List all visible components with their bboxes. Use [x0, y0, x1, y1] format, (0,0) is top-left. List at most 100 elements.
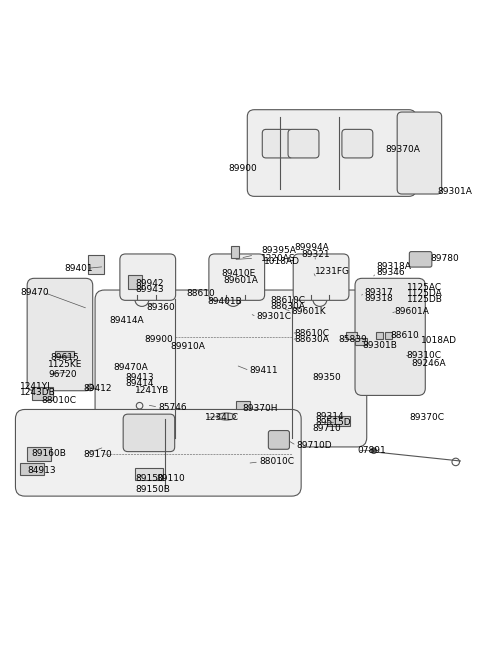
FancyBboxPatch shape — [397, 112, 442, 194]
FancyBboxPatch shape — [123, 414, 175, 452]
Text: 88610C: 88610C — [294, 329, 329, 337]
Text: 89994A: 89994A — [294, 244, 329, 252]
Text: 1243DB: 1243DB — [20, 388, 56, 397]
Bar — [20, 463, 44, 475]
Bar — [231, 246, 240, 258]
Circle shape — [371, 448, 377, 453]
Text: 89401B: 89401B — [207, 297, 242, 307]
Text: 1241YJ: 1241YJ — [20, 382, 51, 390]
FancyBboxPatch shape — [262, 130, 293, 158]
Text: 89360: 89360 — [146, 303, 175, 312]
FancyBboxPatch shape — [268, 430, 289, 449]
FancyBboxPatch shape — [15, 409, 301, 496]
Text: 89615: 89615 — [50, 352, 79, 362]
Text: 89370A: 89370A — [385, 145, 420, 154]
Text: 89470A: 89470A — [114, 363, 148, 372]
FancyBboxPatch shape — [288, 130, 319, 158]
Text: 89470: 89470 — [20, 288, 49, 297]
Text: 89395A: 89395A — [261, 246, 296, 255]
Text: 89346: 89346 — [376, 268, 405, 277]
Text: 1231FG: 1231FG — [315, 267, 350, 276]
Bar — [32, 387, 53, 400]
Bar — [55, 351, 74, 357]
Text: 07891: 07891 — [358, 446, 386, 455]
Text: 89110: 89110 — [156, 474, 185, 483]
Text: 89780: 89780 — [430, 253, 459, 263]
Text: 85746: 85746 — [158, 403, 187, 411]
Text: 88630A: 88630A — [271, 302, 306, 311]
Bar — [376, 331, 383, 339]
Text: 89601K: 89601K — [292, 307, 326, 316]
FancyBboxPatch shape — [409, 252, 432, 267]
FancyBboxPatch shape — [27, 278, 93, 391]
Text: 1220AS: 1220AS — [261, 253, 296, 263]
Text: 89350: 89350 — [313, 373, 342, 382]
FancyBboxPatch shape — [355, 278, 425, 396]
Text: 88010C: 88010C — [41, 396, 76, 405]
Text: 1125KE: 1125KE — [48, 360, 83, 369]
Text: 89414A: 89414A — [109, 316, 144, 325]
Text: 89318A: 89318A — [376, 262, 411, 271]
Text: 89150: 89150 — [135, 474, 164, 483]
Text: 1018AD: 1018AD — [264, 257, 300, 267]
Bar — [128, 274, 142, 289]
Text: 89515D: 89515D — [315, 418, 351, 427]
Text: 1125DB: 1125DB — [407, 295, 443, 305]
Text: 89413: 89413 — [125, 373, 154, 382]
Bar — [355, 338, 367, 345]
Bar — [88, 255, 105, 274]
Bar — [27, 447, 50, 461]
Text: 89321: 89321 — [301, 250, 330, 259]
Text: 84913: 84913 — [27, 466, 56, 475]
Text: 89150B: 89150B — [135, 485, 170, 494]
Bar — [346, 332, 358, 339]
Text: 1234LC: 1234LC — [205, 413, 239, 422]
Text: 88610C: 88610C — [271, 296, 306, 305]
Text: 89410E: 89410E — [222, 269, 256, 278]
Text: 88010C: 88010C — [259, 457, 294, 466]
Text: 89710D: 89710D — [297, 441, 332, 450]
Text: 89370H: 89370H — [242, 403, 278, 413]
Text: 89317: 89317 — [364, 288, 393, 297]
Text: 89710: 89710 — [313, 424, 342, 433]
Text: 89160B: 89160B — [32, 449, 67, 458]
Text: 89370C: 89370C — [409, 413, 444, 422]
Bar — [135, 468, 163, 479]
Text: 89900: 89900 — [144, 335, 173, 344]
Text: 1125DA: 1125DA — [407, 290, 442, 298]
Text: 88610: 88610 — [186, 290, 215, 298]
Text: 1018AD: 1018AD — [420, 335, 456, 345]
Text: 85839: 85839 — [338, 335, 367, 344]
Text: 89170: 89170 — [84, 451, 112, 459]
Text: 89414: 89414 — [125, 379, 154, 388]
Text: 89301C: 89301C — [257, 312, 292, 321]
Text: 89943: 89943 — [135, 284, 164, 293]
Text: 89310C: 89310C — [407, 351, 442, 360]
Text: 89412: 89412 — [84, 384, 112, 393]
Text: 89401: 89401 — [65, 265, 93, 273]
Text: 1125AC: 1125AC — [407, 283, 442, 292]
Text: 88610: 88610 — [390, 331, 419, 341]
Text: 89601A: 89601A — [224, 276, 259, 285]
Text: 89314: 89314 — [315, 412, 344, 421]
FancyBboxPatch shape — [293, 254, 349, 301]
Ellipse shape — [217, 413, 236, 420]
Text: 89246A: 89246A — [411, 359, 446, 368]
FancyBboxPatch shape — [342, 130, 373, 158]
Bar — [385, 331, 393, 339]
Text: 88630A: 88630A — [294, 335, 329, 344]
Bar — [327, 417, 350, 426]
FancyBboxPatch shape — [95, 290, 367, 447]
Bar — [236, 401, 250, 409]
Text: 89910A: 89910A — [170, 342, 205, 350]
FancyBboxPatch shape — [209, 254, 264, 301]
FancyBboxPatch shape — [247, 109, 416, 196]
Text: 96720: 96720 — [48, 370, 77, 379]
FancyBboxPatch shape — [120, 254, 176, 301]
Text: 89301A: 89301A — [437, 187, 472, 196]
Text: 89900: 89900 — [228, 164, 257, 173]
Text: 89301B: 89301B — [362, 341, 397, 350]
Text: 89411: 89411 — [250, 366, 278, 375]
Text: 1241YB: 1241YB — [135, 386, 169, 395]
Text: 89318: 89318 — [364, 294, 393, 303]
